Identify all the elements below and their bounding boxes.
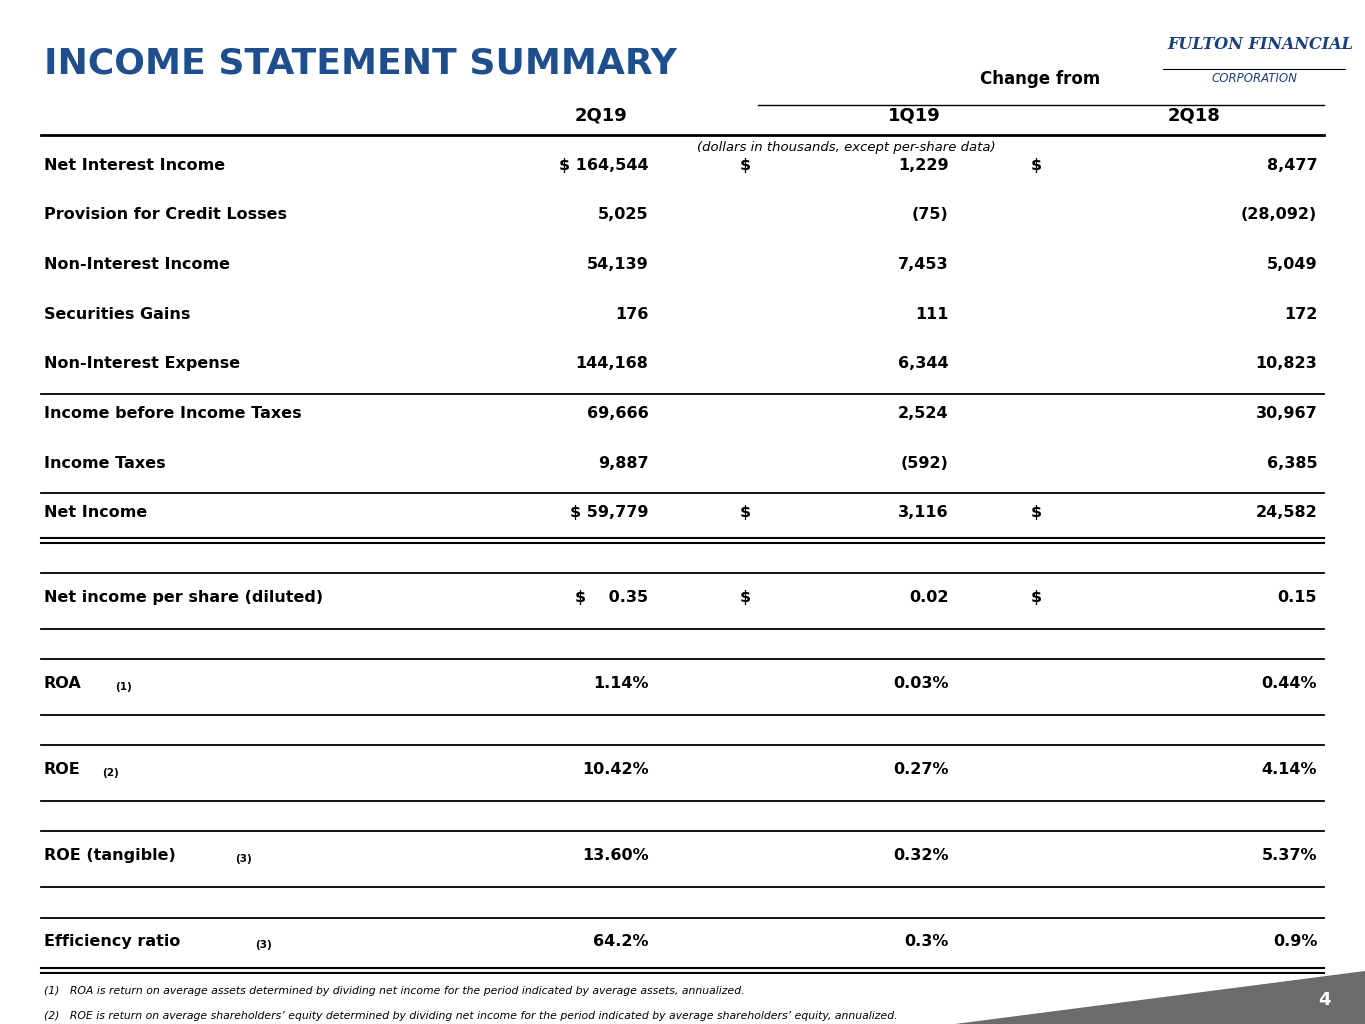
Text: 2Q18: 2Q18 [1168, 106, 1220, 125]
Text: 0.03%: 0.03% [893, 676, 949, 691]
Text: $: $ [740, 158, 751, 173]
Text: (3): (3) [255, 940, 272, 950]
Text: $: $ [740, 590, 751, 605]
Text: Net Income: Net Income [44, 505, 147, 520]
Text: 8,477: 8,477 [1267, 158, 1317, 173]
Text: FULTON FINANCIAL: FULTON FINANCIAL [1167, 36, 1353, 53]
Text: 5,025: 5,025 [598, 207, 648, 222]
Text: $    0.35: $ 0.35 [575, 590, 648, 605]
Text: INCOME STATEMENT SUMMARY: INCOME STATEMENT SUMMARY [44, 46, 677, 80]
Text: $ 59,779: $ 59,779 [569, 505, 648, 520]
Text: 5.37%: 5.37% [1261, 848, 1317, 863]
Text: 0.32%: 0.32% [893, 848, 949, 863]
Text: (3): (3) [235, 854, 251, 864]
Text: 0.27%: 0.27% [893, 762, 949, 777]
Text: 5,049: 5,049 [1267, 257, 1317, 272]
Text: 6,344: 6,344 [898, 356, 949, 372]
Text: 0.02: 0.02 [909, 590, 949, 605]
Text: 2,524: 2,524 [898, 406, 949, 421]
Text: 172: 172 [1284, 307, 1317, 322]
Text: 1Q19: 1Q19 [889, 106, 940, 125]
Text: 111: 111 [916, 307, 949, 322]
Text: (28,092): (28,092) [1241, 207, 1317, 222]
Text: Efficiency ratio: Efficiency ratio [44, 934, 180, 949]
Text: Securities Gains: Securities Gains [44, 307, 190, 322]
Text: (592): (592) [901, 456, 949, 471]
Text: Income Taxes: Income Taxes [44, 456, 165, 471]
Text: 24,582: 24,582 [1256, 505, 1317, 520]
Text: (75): (75) [912, 207, 949, 222]
Text: (1): (1) [115, 682, 131, 692]
Text: 0.3%: 0.3% [904, 934, 949, 949]
Text: $: $ [1031, 505, 1041, 520]
Text: 54,139: 54,139 [587, 257, 648, 272]
Text: ROE (tangible): ROE (tangible) [44, 848, 176, 863]
Text: 0.44%: 0.44% [1261, 676, 1317, 691]
Text: Non-Interest Income: Non-Interest Income [44, 257, 229, 272]
Text: 176: 176 [616, 307, 648, 322]
Text: (1)   ROA is return on average assets determined by dividing net income for the : (1) ROA is return on average assets dete… [44, 986, 744, 996]
Text: 0.15: 0.15 [1278, 590, 1317, 605]
Text: 4: 4 [1319, 991, 1331, 1009]
Text: 2Q19: 2Q19 [575, 106, 627, 125]
Text: 144,168: 144,168 [576, 356, 648, 372]
Text: (dollars in thousands, except per-share data): (dollars in thousands, except per-share … [698, 141, 995, 155]
Text: 13.60%: 13.60% [581, 848, 648, 863]
Text: $: $ [1031, 158, 1041, 173]
Text: 6,385: 6,385 [1267, 456, 1317, 471]
Text: 0.9%: 0.9% [1272, 934, 1317, 949]
Polygon shape [955, 971, 1365, 1024]
Text: CORPORATION: CORPORATION [1212, 72, 1297, 85]
Text: 4.14%: 4.14% [1261, 762, 1317, 777]
Text: Change from: Change from [980, 70, 1100, 88]
Text: 10,823: 10,823 [1256, 356, 1317, 372]
Text: 69,666: 69,666 [587, 406, 648, 421]
Text: Net Interest Income: Net Interest Income [44, 158, 225, 173]
Text: (2)   ROE is return on average shareholders’ equity determined by dividing net i: (2) ROE is return on average shareholder… [44, 1011, 897, 1021]
Text: 10.42%: 10.42% [581, 762, 648, 777]
Text: $ 164,544: $ 164,544 [558, 158, 648, 173]
Text: 64.2%: 64.2% [592, 934, 648, 949]
Text: Non-Interest Expense: Non-Interest Expense [44, 356, 240, 372]
Text: 7,453: 7,453 [898, 257, 949, 272]
Text: ROE: ROE [44, 762, 81, 777]
Text: 1.14%: 1.14% [592, 676, 648, 691]
Text: 1,229: 1,229 [898, 158, 949, 173]
Text: $: $ [740, 505, 751, 520]
Text: Income before Income Taxes: Income before Income Taxes [44, 406, 302, 421]
Text: 30,967: 30,967 [1256, 406, 1317, 421]
Text: Provision for Credit Losses: Provision for Credit Losses [44, 207, 287, 222]
Text: (2): (2) [102, 768, 119, 778]
Text: 9,887: 9,887 [598, 456, 648, 471]
Text: $: $ [1031, 590, 1041, 605]
Text: ROA: ROA [44, 676, 82, 691]
Text: 3,116: 3,116 [898, 505, 949, 520]
Text: Net income per share (diluted): Net income per share (diluted) [44, 590, 322, 605]
